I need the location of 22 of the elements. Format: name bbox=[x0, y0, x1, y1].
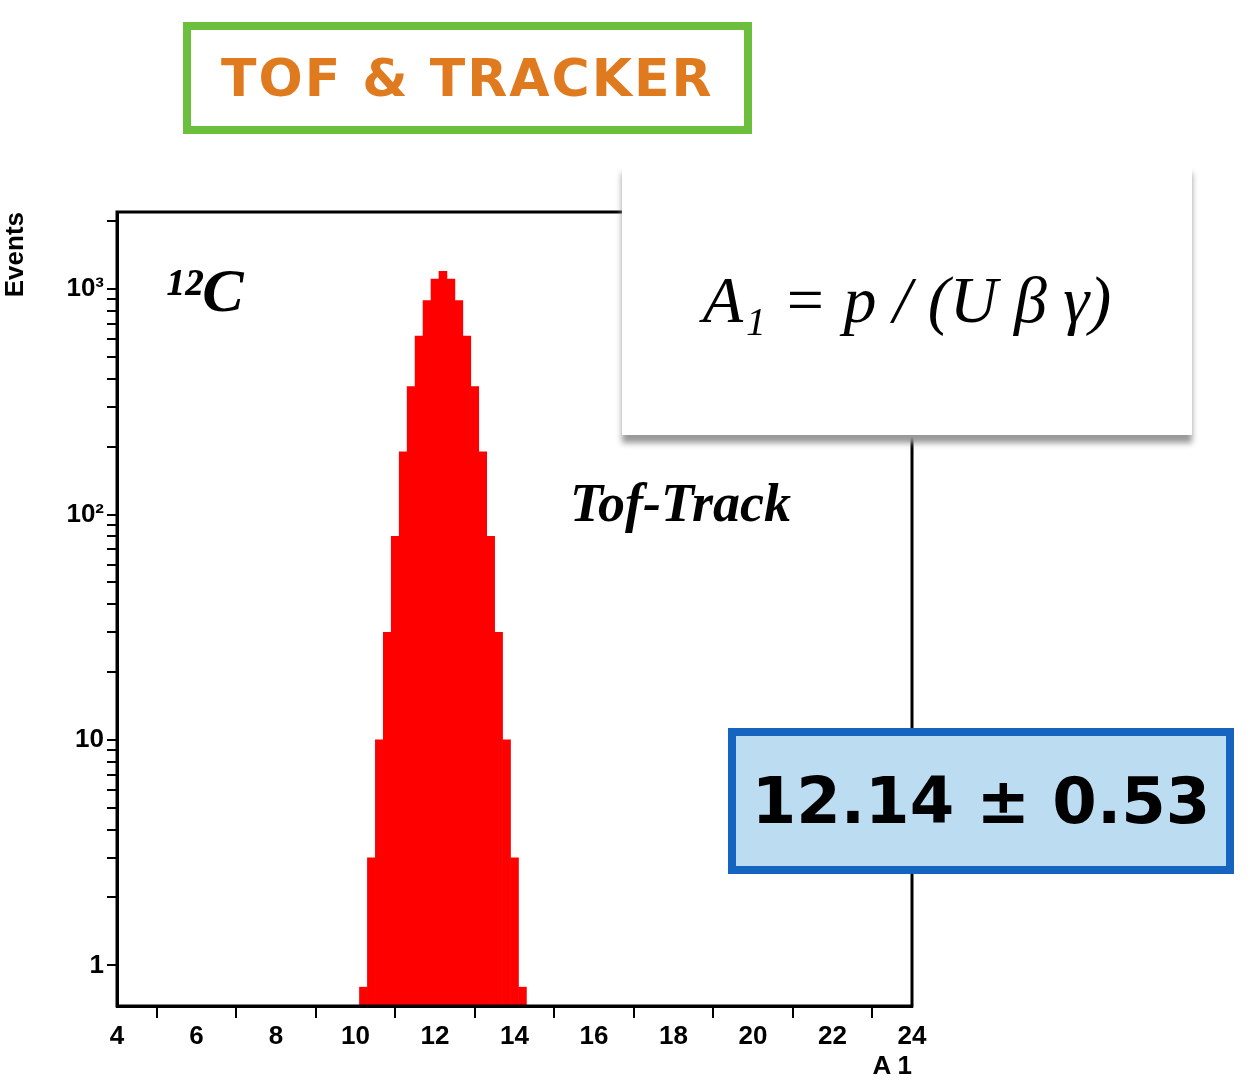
y-tick-label: 1 bbox=[89, 948, 104, 979]
title-card: TOF & TRACKER bbox=[183, 22, 752, 134]
y-tick-label: 10 bbox=[75, 723, 104, 754]
x-axis-title: A 1 bbox=[872, 1049, 912, 1080]
annotation: ¹²C bbox=[165, 255, 244, 326]
y-tick-label: 10² bbox=[66, 497, 105, 528]
x-tick-label: 16 bbox=[579, 1019, 609, 1050]
x-tick-label: 6 bbox=[189, 1019, 204, 1050]
x-tick-label: 18 bbox=[659, 1019, 688, 1050]
x-tick-label: 8 bbox=[268, 1019, 284, 1050]
x-tick-label: 22 bbox=[818, 1019, 847, 1050]
annotation: Tof-Track bbox=[570, 472, 791, 534]
x-tick-label: 20 bbox=[738, 1019, 768, 1050]
y-tick-label: 10³ bbox=[66, 272, 105, 303]
x-tick-label: 12 bbox=[420, 1019, 450, 1050]
x-tick-label: 10 bbox=[341, 1019, 370, 1050]
x-tick-label: 14 bbox=[500, 1019, 530, 1050]
x-tick-label: 24 bbox=[897, 1019, 927, 1050]
result-card: 12.14 ± 0.53 bbox=[728, 728, 1234, 874]
y-axis-title: Events bbox=[0, 212, 29, 298]
formula-card: A₁ = p / (U β γ) bbox=[622, 165, 1192, 435]
x-tick-label: 4 bbox=[109, 1019, 125, 1050]
